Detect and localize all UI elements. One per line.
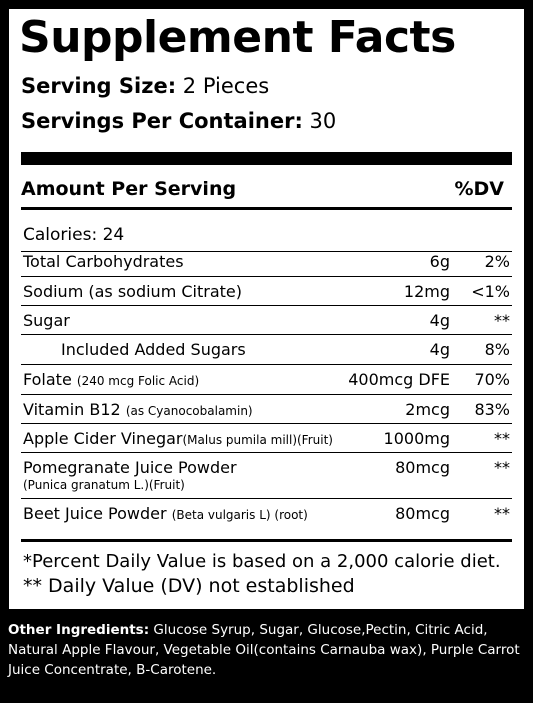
nutrient-amount: 12mg: [403, 282, 450, 301]
nutrient-dv: **: [494, 504, 510, 523]
row-divider: [21, 498, 512, 499]
calories: Calories: 24: [23, 225, 125, 245]
other-ingredients: Other Ingredients: Glucose Syrup, Sugar,…: [8, 620, 528, 680]
nutrient-note: (Malus pumila mill)(Fruit): [182, 433, 333, 447]
servings-per-container-label: Servings Per Container:: [21, 109, 303, 133]
nutrient-dv: 70%: [474, 370, 510, 389]
servings-per-container-value: 30: [309, 109, 337, 133]
row-divider: [21, 305, 512, 306]
nutrient-dv: **: [494, 458, 510, 477]
nutrient-label: Total Carbohydrates: [23, 252, 184, 271]
nutrient-dv: **: [494, 311, 510, 330]
header-divider: [21, 207, 512, 210]
nutrient-name: Total Carbohydrates: [23, 252, 184, 272]
nutrient-name: Included Added Sugars: [61, 340, 246, 360]
table-bottom-divider: [21, 539, 512, 542]
nutrient-amount: 2mcg: [405, 400, 450, 419]
amount-per-serving-heading: Amount Per Serving: [21, 178, 237, 200]
nutrient-name: Pomegranate Juice Powder (Punica granatum…: [23, 458, 237, 492]
servings-per-container: Servings Per Container: 30: [21, 108, 336, 134]
row-divider: [21, 452, 512, 453]
nutrient-label: Beet Juice Powder: [23, 504, 167, 523]
nutrient-name: Apple Cider Vinegar(Malus pumila mill)(F…: [23, 429, 333, 450]
nutrient-name: Beet Juice Powder (Beta vulgaris L) (roo…: [23, 504, 308, 525]
nutrient-amount: 80mcg: [395, 458, 450, 477]
nutrient-label: Vitamin B12: [23, 400, 121, 419]
nutrient-dv: 8%: [484, 340, 510, 359]
nutrient-label: Included Added Sugars: [61, 340, 246, 359]
supplement-facts-panel: Supplement Facts Serving Size: 2 Pieces …: [9, 9, 524, 609]
nutrient-name: Sodium (as sodium Citrate): [23, 282, 242, 302]
nutrient-label: Sugar: [23, 311, 70, 330]
row-divider: [21, 423, 512, 424]
thick-divider: [21, 152, 512, 165]
row-divider: [21, 334, 512, 335]
nutrient-dv: 83%: [474, 400, 510, 419]
nutrient-amount: 4g: [429, 340, 450, 359]
other-ingredients-label: Other Ingredients:: [8, 622, 150, 638]
table-header: Amount Per Serving %DV: [21, 175, 512, 203]
other-ingredients-text: Glucose Syrup, Sugar, Glucose,Pectin, Ci…: [8, 622, 520, 678]
nutrient-amount: 400mcg DFE: [348, 370, 450, 389]
nutrient-note: (as Cyanocobalamin): [125, 404, 253, 418]
nutrient-amount: 4g: [429, 311, 450, 330]
nutrient-dv: 2%: [484, 252, 510, 271]
nutrient-label: Apple Cider Vinegar: [23, 429, 183, 448]
footnote-not-established: ** Daily Value (DV) not established: [23, 575, 355, 597]
nutrient-amount: 6g: [429, 252, 450, 271]
dv-heading: %DV: [454, 178, 504, 200]
footnote-dv: *Percent Daily Value is based on a 2,000…: [23, 551, 501, 572]
nutrient-dv: **: [494, 429, 510, 448]
serving-size: Serving Size: 2 Pieces: [21, 73, 269, 99]
nutrient-dv: <1%: [471, 282, 510, 301]
nutrient-note: (240 mcg Folic Acid): [76, 374, 200, 388]
nutrient-label: Folate: [23, 370, 72, 389]
nutrient-name: Vitamin B12 (as Cyanocobalamin): [23, 400, 253, 421]
nutrient-label: Pomegranate Juice Powder: [23, 458, 237, 477]
row-divider: [21, 276, 512, 277]
nutrient-amount: 1000mg: [383, 429, 450, 448]
row-divider: [21, 364, 512, 365]
row-divider: [21, 251, 512, 252]
nutrient-note: (Beta vulgaris L) (root): [171, 508, 308, 522]
nutrient-label: Sodium (as sodium Citrate): [23, 282, 242, 301]
serving-size-value: 2 Pieces: [182, 74, 270, 98]
title: Supplement Facts: [19, 12, 456, 63]
nutrient-amount: 80mcg: [395, 504, 450, 523]
row-divider: [21, 394, 512, 395]
nutrient-name: Sugar: [23, 311, 70, 331]
serving-size-label: Serving Size:: [21, 74, 177, 98]
nutrient-subnote: (Punica granatum L.)(Fruit): [23, 478, 185, 492]
nutrient-name: Folate (240 mcg Folic Acid): [23, 370, 199, 391]
